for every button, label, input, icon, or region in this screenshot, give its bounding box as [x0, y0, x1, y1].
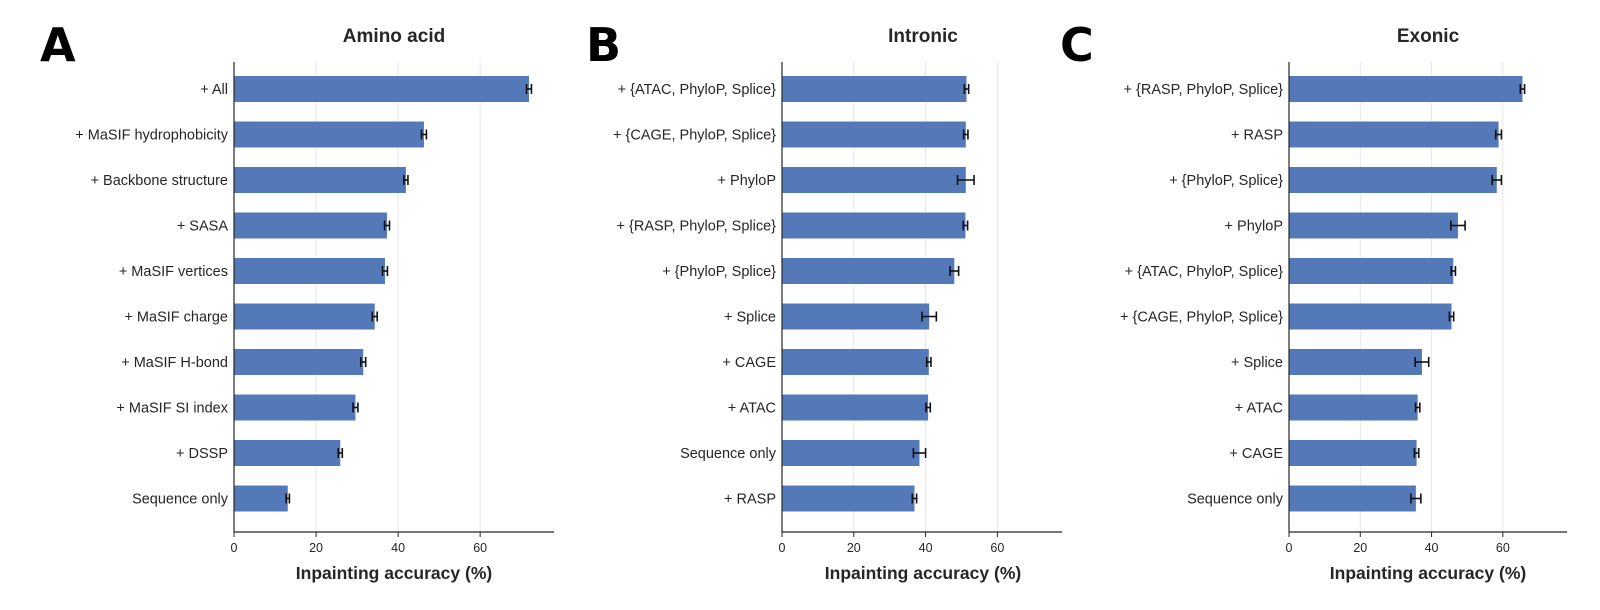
bar — [234, 303, 375, 330]
x-tick-label: 60 — [990, 541, 1004, 555]
panel-letter-b: B — [586, 18, 621, 72]
bar — [234, 76, 529, 102]
bar — [782, 167, 966, 193]
bar — [234, 394, 356, 421]
category-label: + SASA — [177, 219, 229, 235]
category-label: + {PhyloP, Splice} — [662, 264, 776, 280]
bar — [1289, 167, 1497, 193]
bar — [1289, 485, 1416, 512]
category-label: + {CAGE, PhyloP, Splice} — [613, 128, 776, 144]
x-tick-label: 60 — [1496, 541, 1510, 555]
category-label: + RASP — [1231, 128, 1283, 144]
x-tick-label: 60 — [473, 541, 487, 555]
category-label: Sequence only — [1187, 492, 1284, 508]
x-tick-label: 40 — [1425, 541, 1439, 555]
category-label: + PhyloP — [1225, 219, 1283, 235]
category-label: + MaSIF hydrophobicity — [75, 128, 228, 144]
category-label: + {CAGE, PhyloP, Splice} — [1120, 310, 1283, 326]
category-label: + MaSIF H-bond — [121, 355, 228, 371]
panel-c: C Exonic 0 20 40 60 + {RASP, PhyloP, Splice}… — [1060, 18, 1567, 583]
category-label: + DSSP — [176, 446, 228, 462]
bar — [1289, 76, 1523, 102]
bar — [1289, 258, 1454, 284]
panel-letter-c: C — [1060, 18, 1094, 72]
category-label: + Backbone structure — [91, 173, 228, 189]
category-label: + MaSIF SI index — [116, 401, 228, 417]
x-axis-label-a: Inpainting accuracy (%) — [296, 563, 492, 583]
bar — [234, 258, 385, 284]
category-label: + Splice — [1231, 355, 1283, 371]
category-label: + {ATAC, PhyloP, Splice} — [618, 82, 777, 98]
x-axis-label-b: Inpainting accuracy (%) — [825, 563, 1021, 583]
category-label: + CAGE — [1229, 446, 1283, 462]
bar — [1289, 121, 1499, 148]
category-label: Sequence only — [132, 492, 229, 508]
category-label: + CAGE — [722, 355, 776, 371]
bar — [782, 485, 915, 512]
bar — [1289, 303, 1452, 330]
x-tick-label: 20 — [309, 541, 323, 555]
x-tick-label: 0 — [779, 541, 786, 555]
bar — [782, 121, 966, 148]
category-label: + MaSIF vertices — [119, 264, 228, 280]
category-label: + All — [200, 82, 228, 98]
category-label: + {PhyloP, Splice} — [1169, 173, 1283, 189]
category-label: Sequence only — [680, 446, 777, 462]
category-label: + {RASP, PhyloP, Splice} — [1124, 82, 1284, 98]
bar — [1289, 349, 1422, 375]
bar — [234, 212, 388, 239]
category-label: + ATAC — [1235, 401, 1283, 417]
bar — [234, 440, 341, 466]
bar — [1289, 394, 1418, 421]
bar — [234, 349, 364, 375]
x-tick-label: 20 — [1353, 541, 1367, 555]
panel-letter-a: A — [40, 18, 76, 72]
bar — [782, 349, 929, 375]
category-label: + MaSIF charge — [124, 310, 228, 326]
x-tick-label: 20 — [847, 541, 861, 555]
bar — [782, 303, 930, 330]
x-tick-label: 40 — [391, 541, 405, 555]
bar — [234, 167, 406, 193]
x-tick-label: 0 — [231, 541, 238, 555]
panel-a: A Amino acid 0 20 40 60 + All + MaSIF hydroph… — [40, 18, 554, 583]
panel-title-c: Exonic — [1397, 26, 1460, 47]
category-label: + PhyloP — [718, 173, 776, 189]
x-tick-label: 40 — [919, 541, 933, 555]
category-label: + ATAC — [728, 401, 776, 417]
bar — [234, 485, 288, 512]
plot-area-b: 0 20 40 60 + {ATAC, PhyloP, Splice} + {CAGE, … — [613, 62, 1062, 555]
x-tick-label: 0 — [1286, 541, 1293, 555]
panel-title-b: Intronic — [888, 26, 958, 47]
plot-area-c: 0 20 40 60 + {RASP, PhyloP, Splice} + RASP + {… — [1120, 62, 1567, 555]
bar — [782, 76, 967, 102]
bar — [1289, 212, 1458, 239]
plot-area-a: 0 20 40 60 + All + MaSIF hydrophobicity + Back… — [75, 62, 554, 555]
bar — [234, 121, 424, 148]
category-label: + RASP — [724, 492, 776, 508]
x-axis-label-c: Inpainting accuracy (%) — [1330, 563, 1526, 583]
bar — [782, 212, 966, 239]
bar — [782, 440, 920, 466]
category-label: + {ATAC, PhyloP, Splice} — [1125, 264, 1284, 280]
bar — [782, 258, 955, 284]
category-label: + {RASP, PhyloP, Splice} — [617, 219, 777, 235]
bar — [782, 394, 929, 421]
bar — [1289, 440, 1417, 466]
category-label: + Splice — [724, 310, 776, 326]
panel-b: B Intronic 0 20 40 60 + {ATAC, PhyloP, Splic… — [586, 18, 1062, 583]
panel-title-a: Amino acid — [343, 26, 445, 47]
